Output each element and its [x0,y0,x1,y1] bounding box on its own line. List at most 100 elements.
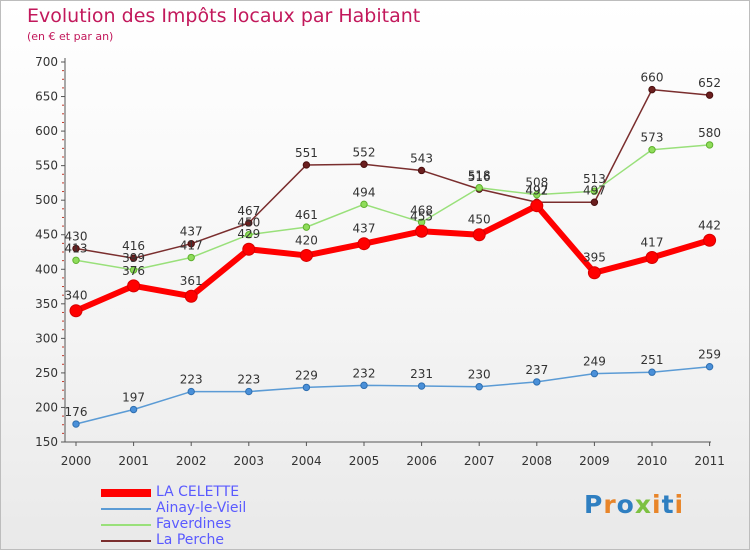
data-point [533,378,541,386]
data-label: 660 [641,71,664,85]
y-tick-label: 450 [35,228,58,242]
data-label: 437 [353,222,376,236]
data-point [299,248,313,262]
data-point [72,244,80,253]
data-label: 468 [410,203,433,217]
data-label: 340 [65,289,88,303]
data-label: 249 [583,355,606,369]
data-point [245,231,253,239]
data-label: 230 [468,368,491,382]
data-point [530,199,544,213]
data-label: 417 [180,239,203,253]
data-label: 652 [698,76,721,90]
data-point [360,381,368,390]
data-label: 580 [698,126,721,140]
data-label: 229 [295,368,318,382]
logo-letter: t [661,490,675,519]
data-point [415,224,429,238]
data-point [129,405,138,414]
x-tick-label: 2003 [234,454,265,468]
logo-letter: P [584,490,604,519]
y-tick-label: 500 [35,193,58,207]
logo-letter: x [634,490,652,519]
data-label: 223 [237,373,260,387]
data-label: 429 [237,227,260,241]
series-line-3 [75,88,711,259]
proxiti-logo: Proxiti [584,490,684,519]
data-label: 494 [353,185,376,199]
data-label: 551 [295,146,318,160]
data-point [187,240,195,248]
chart-subtitle: (en € et par an) [27,30,114,43]
y-tick-label: 150 [35,435,58,449]
data-point [302,161,311,169]
data-label: 497 [583,183,606,197]
data-label: 176 [65,405,88,419]
logo-letter: i [652,490,662,519]
x-tick-label: 2006 [406,454,437,468]
y-tick-label: 300 [35,331,58,345]
data-point [129,266,138,274]
y-tick-label: 250 [35,366,58,380]
legend-label: Ainay-le-Vieil [156,500,247,516]
data-label: 455 [410,209,433,223]
data-point [360,160,368,168]
x-tick-label: 2005 [349,454,380,468]
data-label: 251 [641,353,664,367]
data-label: 513 [583,172,606,186]
data-point [245,219,253,227]
data-label: 399 [122,251,145,265]
logo-letter: i [674,490,685,519]
y-tick-label: 550 [35,159,58,173]
data-label: 420 [295,233,318,247]
x-tick-label: 2009 [579,454,610,468]
data-label: 259 [698,348,721,362]
data-point [360,200,368,209]
data-label: 223 [180,373,203,387]
legend-item: LA CELETTE [101,484,321,501]
data-label: 508 [525,176,548,190]
data-label: 467 [237,204,260,218]
y-tick-label: 400 [35,262,58,276]
data-point [533,190,541,199]
data-label: 543 [410,151,433,165]
series-line-1 [75,365,711,425]
legend-swatch [101,508,151,510]
data-point [127,279,141,293]
data-point [648,85,656,94]
data-point [590,198,599,206]
data-label: 552 [353,145,376,159]
data-label: 430 [65,230,88,244]
data-label: 518 [468,169,491,183]
data-label: 573 [641,131,664,145]
y-tick-label: 200 [35,400,58,414]
data-label: 450 [237,216,260,230]
x-tick-label: 2011 [694,454,725,468]
data-label: 442 [698,218,721,232]
series-line-2 [75,144,711,271]
legend-item: Ainay-le-Vieil [101,500,321,517]
data-point [475,184,483,192]
legend-item: Faverdines [101,516,321,533]
data-label: 361 [180,274,203,288]
y-tick-label: 700 [35,55,58,69]
legend-label: Faverdines [156,516,232,532]
data-label: 376 [122,264,145,278]
data-label: 413 [65,241,88,255]
data-label: 197 [122,391,145,405]
data-point [187,253,195,262]
data-point [705,362,714,371]
data-point [245,387,253,396]
x-tick-label: 2001 [118,454,149,468]
data-label: 497 [525,183,548,197]
data-label: 231 [410,367,433,381]
data-point [187,387,195,396]
data-label: 516 [468,170,491,184]
data-point [69,304,83,318]
legend-swatch [101,524,151,526]
data-point [357,237,371,251]
series-line-0 [73,202,713,314]
legend-label: LA CELETTE [156,484,240,500]
